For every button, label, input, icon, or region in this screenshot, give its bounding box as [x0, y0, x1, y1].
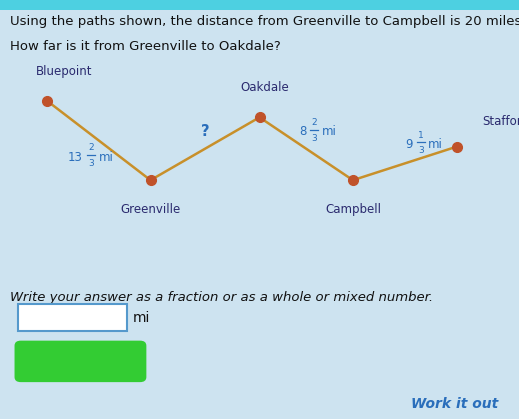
Text: 2: 2	[88, 143, 94, 153]
Text: Work it out: Work it out	[411, 397, 498, 411]
Text: 2: 2	[311, 118, 317, 127]
Text: Bluepoint: Bluepoint	[36, 65, 93, 78]
Text: 13: 13	[68, 150, 83, 164]
Text: mi: mi	[428, 138, 443, 151]
Text: 3: 3	[88, 159, 94, 168]
Text: Stafford: Stafford	[483, 115, 519, 128]
Text: 9: 9	[405, 138, 413, 151]
Text: ?: ?	[201, 124, 209, 140]
Text: 3: 3	[311, 134, 317, 143]
Text: 3: 3	[418, 146, 424, 155]
Text: Write your answer as a fraction or as a whole or mixed number.: Write your answer as a fraction or as a …	[10, 291, 433, 304]
Text: mi: mi	[322, 125, 337, 139]
Text: Submit: Submit	[53, 354, 108, 368]
Text: Using the paths shown, the distance from Greenville to Campbell is 20 miles.: Using the paths shown, the distance from…	[10, 15, 519, 28]
Text: Oakdale: Oakdale	[240, 81, 289, 95]
Text: mi: mi	[132, 310, 149, 325]
Text: How far is it from Greenville to Oakdale?: How far is it from Greenville to Oakdale…	[10, 40, 281, 53]
Text: Campbell: Campbell	[325, 203, 381, 216]
Text: 1: 1	[418, 131, 424, 140]
FancyBboxPatch shape	[15, 341, 146, 382]
FancyBboxPatch shape	[0, 0, 519, 10]
Text: mi: mi	[99, 150, 114, 164]
Text: 8: 8	[299, 125, 306, 139]
Text: Greenville: Greenville	[120, 203, 181, 216]
FancyBboxPatch shape	[18, 304, 127, 331]
